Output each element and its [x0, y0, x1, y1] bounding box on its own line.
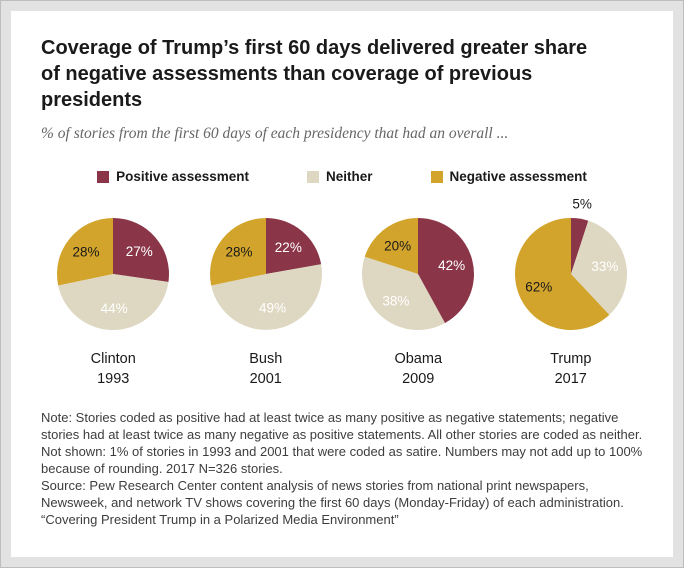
pie-value-label: 28% — [225, 245, 252, 260]
president-year: 2001 — [249, 370, 282, 387]
legend-label-neither: Neither — [325, 169, 373, 184]
pie-slice-negative — [514, 218, 610, 330]
pie-svg-bush: 22% 49% 28% — [209, 218, 322, 330]
pie-value-label: 44% — [101, 301, 128, 316]
pie-value-label: 28% — [73, 245, 100, 260]
chart-subtitle: % of stories from the first 60 days of e… — [41, 125, 509, 142]
legend-swatch-negative — [430, 170, 443, 183]
legend-label-negative: Negative assessment — [449, 169, 587, 184]
source-text: Source: Pew Research Center content anal… — [41, 478, 624, 511]
axis-label-clinton: Clinton 1993 — [37, 350, 190, 389]
pie-slice-negative — [364, 218, 419, 274]
pie-chart-trump: 5% 33% 62% Trump 2017 — [495, 190, 648, 389]
footer: Note: Stories coded as positive had at l… — [41, 409, 647, 528]
note-text: Note: Stories coded as positive had at l… — [41, 410, 643, 477]
pie-chart-clinton: 27% 44% 28% Clinton 1993 — [37, 190, 190, 389]
pie-value-label: 62% — [525, 279, 552, 294]
axis-label-trump: Trump 2017 — [495, 350, 648, 389]
pie-slice-neither — [362, 256, 446, 330]
legend-item-neither: Neither — [306, 169, 373, 184]
legend-item-negative: Negative assessment — [430, 169, 587, 184]
president-name: Trump — [550, 351, 592, 367]
pie-value-label: 27% — [126, 244, 153, 259]
pie-svg-trump: 5% 33% 62% — [514, 196, 627, 330]
pie-value-label: 42% — [438, 258, 465, 273]
pie-value-label: 33% — [591, 259, 618, 274]
pie-slice-neither — [58, 274, 169, 330]
legend-item-positive: Positive assessment — [97, 169, 249, 184]
pie-slice-neither — [210, 264, 322, 330]
pie-value-label: 20% — [384, 238, 411, 253]
president-year: 2017 — [554, 370, 587, 387]
pie-chart-bush: 22% 49% 28% Bush 2001 — [190, 190, 343, 389]
chart-title: Coverage of Trump’s first 60 days delive… — [41, 37, 588, 111]
report-title-quote: “Covering President Trump in a Polarized… — [41, 512, 399, 528]
president-name: Bush — [249, 351, 283, 367]
pie-slice-positive — [418, 218, 475, 324]
chart-card: Coverage of Trump’s first 60 days delive… — [11, 11, 673, 557]
pie-slice-positive — [113, 218, 170, 282]
pie-value-label: 38% — [383, 293, 410, 308]
pie-svg-clinton: 27% 44% 28% — [57, 218, 170, 330]
axis-label-bush: Bush 2001 — [190, 350, 343, 389]
pie-value-label: 5% — [572, 196, 592, 211]
pie-slice-positive — [265, 218, 321, 274]
pie-value-label: 49% — [259, 301, 286, 316]
legend-label-positive: Positive assessment — [116, 169, 249, 184]
legend-swatch-neither — [306, 170, 319, 183]
legend: Positive assessment Neither Negative ass… — [37, 169, 647, 184]
pie-value-label: 22% — [275, 240, 302, 255]
pie-slice-negative — [57, 218, 114, 286]
pie-slice-positive — [570, 218, 589, 274]
pie-charts-row: 27% 44% 28% Clinton 1993 22% 49% 28% Bush 20… — [37, 190, 647, 389]
president-year: 1993 — [97, 370, 130, 387]
president-name: Obama — [394, 351, 443, 367]
pie-slice-negative — [209, 218, 266, 286]
axis-label-obama: Obama 2009 — [342, 350, 495, 389]
president-year: 2009 — [402, 370, 435, 387]
pie-svg-obama: 42% 38% 20% — [362, 218, 475, 330]
pie-chart-obama: 42% 38% 20% Obama 2009 — [342, 190, 495, 389]
pie-slice-neither — [570, 220, 627, 315]
legend-swatch-positive — [97, 170, 110, 183]
president-name: Clinton — [90, 351, 136, 367]
